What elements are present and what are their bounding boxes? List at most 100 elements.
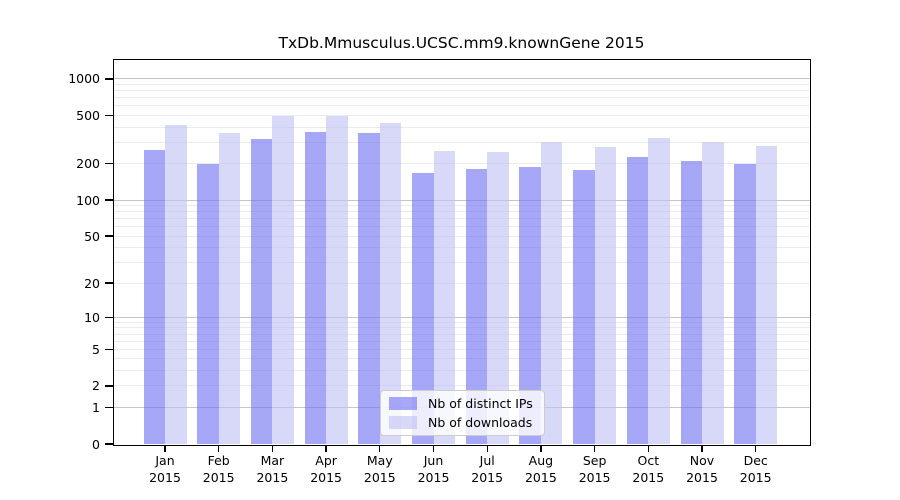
bar-nb-of-downloads-aug xyxy=(540,142,563,444)
y-tick xyxy=(105,406,113,409)
gridline-minor xyxy=(114,141,810,143)
y-tick xyxy=(105,78,113,80)
distinct-ips-swatch xyxy=(389,397,417,410)
bar-nb-of-distinct-ips-nov xyxy=(680,160,702,444)
bar-nb-of-distinct-ips-may xyxy=(358,133,380,444)
x-tick-label: Dec 2015 xyxy=(739,453,772,485)
y-tick xyxy=(105,282,113,284)
x-tick xyxy=(701,445,703,452)
legend-entry-distinct-ips: Nb of distinct IPs xyxy=(389,396,544,411)
y-tick-label: 100 xyxy=(76,192,100,208)
y-tick-label: 500 xyxy=(76,107,100,123)
y-tick xyxy=(105,235,113,237)
downloads-swatch xyxy=(389,416,417,429)
y-tick xyxy=(105,163,113,165)
y-tick xyxy=(105,114,113,117)
bar-nb-of-downloads-jun xyxy=(433,150,455,444)
gridline-minor xyxy=(114,226,810,228)
y-tick xyxy=(105,199,113,201)
gridline-minor xyxy=(114,385,810,387)
x-tick xyxy=(593,445,596,452)
gridline-major xyxy=(114,199,810,201)
gridline-minor xyxy=(114,163,810,165)
x-tick xyxy=(325,445,327,452)
bar-nb-of-distinct-ips-aug xyxy=(519,167,541,444)
x-tick-label: Feb 2015 xyxy=(202,453,235,485)
x-tick-label: May 2015 xyxy=(363,453,396,485)
bar-nb-of-distinct-ips-mar xyxy=(250,138,273,444)
gridline-major xyxy=(114,78,810,80)
legend: Nb of distinct IPs Nb of downloads xyxy=(380,390,545,436)
bar-nb-of-downloads-may xyxy=(379,122,402,444)
bar-nb-of-distinct-ips-jul xyxy=(465,168,488,444)
gridline-minor xyxy=(114,370,810,372)
gridline-minor xyxy=(114,262,810,263)
gridline-minor xyxy=(114,218,810,220)
y-tick-label: 20 xyxy=(84,275,100,291)
x-tick-label: Jul 2015 xyxy=(471,453,504,485)
bar-nb-of-downloads-jan xyxy=(165,125,187,444)
bar-nb-of-downloads-feb xyxy=(218,133,241,444)
bar-nb-of-downloads-sep xyxy=(594,146,617,444)
gridline-major xyxy=(114,316,810,318)
y-tick xyxy=(105,348,113,350)
gridline-minor xyxy=(114,247,810,249)
bar-nb-of-distinct-ips-jan xyxy=(143,149,165,444)
gridline-minor xyxy=(114,114,810,116)
bar-nb-of-distinct-ips-jun xyxy=(412,173,434,444)
bar-nb-of-distinct-ips-apr xyxy=(304,132,327,444)
x-tick xyxy=(218,445,220,452)
y-tick-label: 0 xyxy=(92,436,100,452)
gridline-minor xyxy=(114,282,810,284)
x-tick xyxy=(540,445,542,452)
bar-nb-of-downloads-mar xyxy=(272,116,294,444)
x-tick xyxy=(755,445,757,452)
gridline-minor xyxy=(114,205,810,207)
bar-nb-of-downloads-dec xyxy=(755,145,778,444)
gridline-minor xyxy=(114,97,810,99)
x-tick-label: Jan 2015 xyxy=(149,453,181,485)
gridline-minor xyxy=(114,333,810,335)
bar-nb-of-distinct-ips-dec xyxy=(734,164,756,444)
gridline-minor xyxy=(114,340,810,342)
x-tick xyxy=(271,445,274,452)
x-tick xyxy=(647,445,649,452)
x-tick-label: Sep 2015 xyxy=(578,453,611,485)
bar-nb-of-downloads-oct xyxy=(648,138,670,444)
legend-label-downloads: Nb of downloads xyxy=(428,415,533,430)
chart-title: TxDb.Mmusculus.UCSC.mm9.knownGene 2015 xyxy=(278,34,645,52)
bar-nb-of-downloads-jul xyxy=(487,152,509,444)
y-tick-label: 1000 xyxy=(68,71,100,87)
gridline-minor xyxy=(114,105,810,107)
bar-nb-of-downloads-nov xyxy=(702,141,724,444)
gridline-minor xyxy=(114,235,810,237)
y-tick xyxy=(105,443,113,445)
gridline-minor xyxy=(114,327,810,329)
legend-label-distinct-ips: Nb of distinct IPs xyxy=(428,396,533,411)
x-tick-label: Nov 2015 xyxy=(686,453,718,485)
y-tick-label: 10 xyxy=(84,309,100,325)
gridline-minor xyxy=(114,90,810,92)
gridline-minor xyxy=(114,358,810,360)
bar-nb-of-distinct-ips-sep xyxy=(573,169,595,444)
x-tick-label: Aug 2015 xyxy=(524,453,557,485)
y-tick-label: 50 xyxy=(84,228,100,244)
x-tick xyxy=(486,445,488,452)
gridline-minor xyxy=(114,126,810,128)
gridline-minor xyxy=(114,321,810,323)
x-tick-label: Mar 2015 xyxy=(256,453,289,485)
bar-nb-of-distinct-ips-oct xyxy=(626,156,649,444)
bar-nb-of-distinct-ips-feb xyxy=(197,163,219,444)
y-tick-label: 2 xyxy=(92,378,100,394)
x-tick-label: Jun 2015 xyxy=(417,453,450,485)
x-tick xyxy=(164,445,166,452)
gridline-minor xyxy=(114,83,810,85)
gridline-minor xyxy=(114,211,810,213)
y-tick-label: 5 xyxy=(92,341,100,357)
y-tick xyxy=(105,385,113,387)
y-tick-label: 200 xyxy=(76,156,100,172)
x-tick xyxy=(379,445,381,452)
y-tick xyxy=(105,316,113,318)
x-tick xyxy=(432,445,435,452)
